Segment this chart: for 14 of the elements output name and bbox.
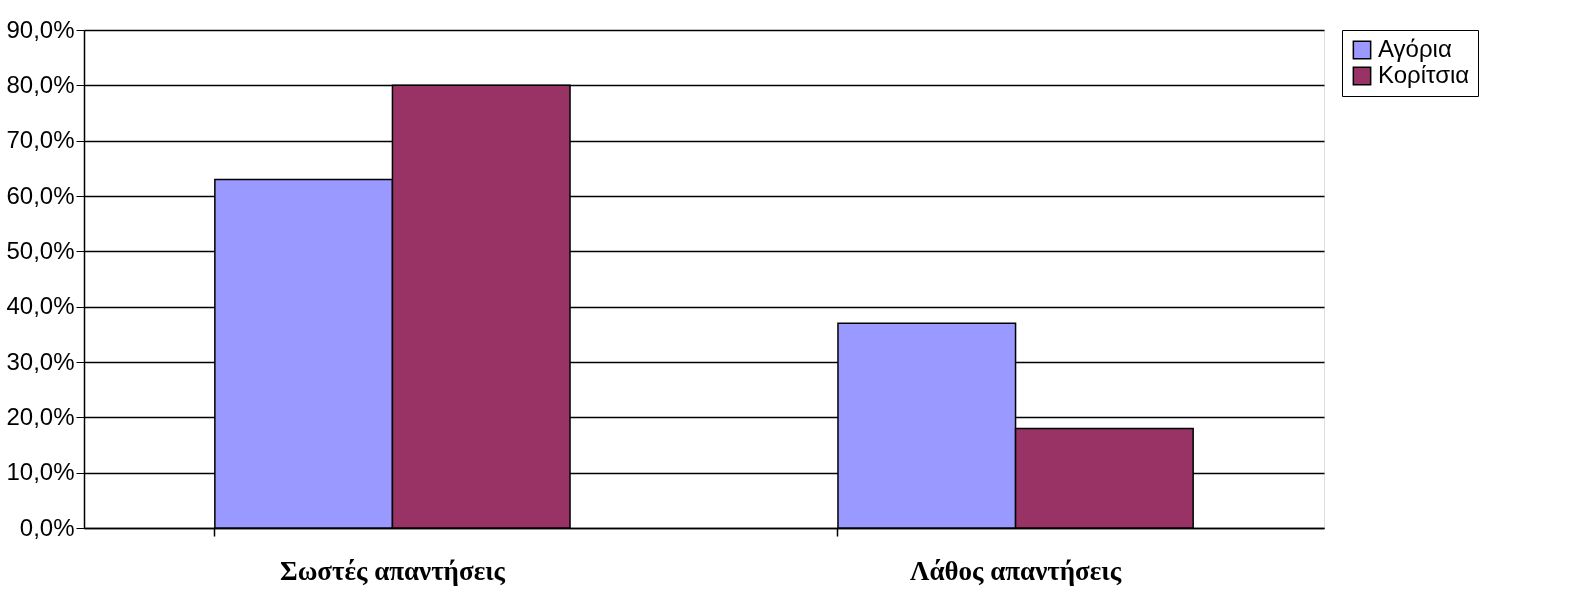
y-tick-label: 40,0% (6, 292, 75, 320)
x-tick-label: Λάθος απαντήσεις (910, 555, 1122, 586)
y-tick-label: 80,0% (6, 70, 75, 98)
y-tick-label: 0,0% (19, 513, 75, 541)
y-tick-label: 30,0% (6, 347, 75, 375)
legend-label: Αγόρια (1378, 35, 1452, 62)
y-tick-label: 60,0% (6, 181, 75, 209)
y-tick-label: 50,0% (6, 236, 75, 264)
x-tick-label: Σωστές απαντήσεις (279, 555, 506, 586)
legend-label: Κορίτσια (1378, 61, 1470, 88)
y-tick-label: 90,0% (6, 15, 75, 43)
y-tick-label: 10,0% (6, 458, 75, 486)
y-tick-label: 20,0% (6, 402, 75, 430)
y-tick-label: 70,0% (6, 126, 75, 154)
